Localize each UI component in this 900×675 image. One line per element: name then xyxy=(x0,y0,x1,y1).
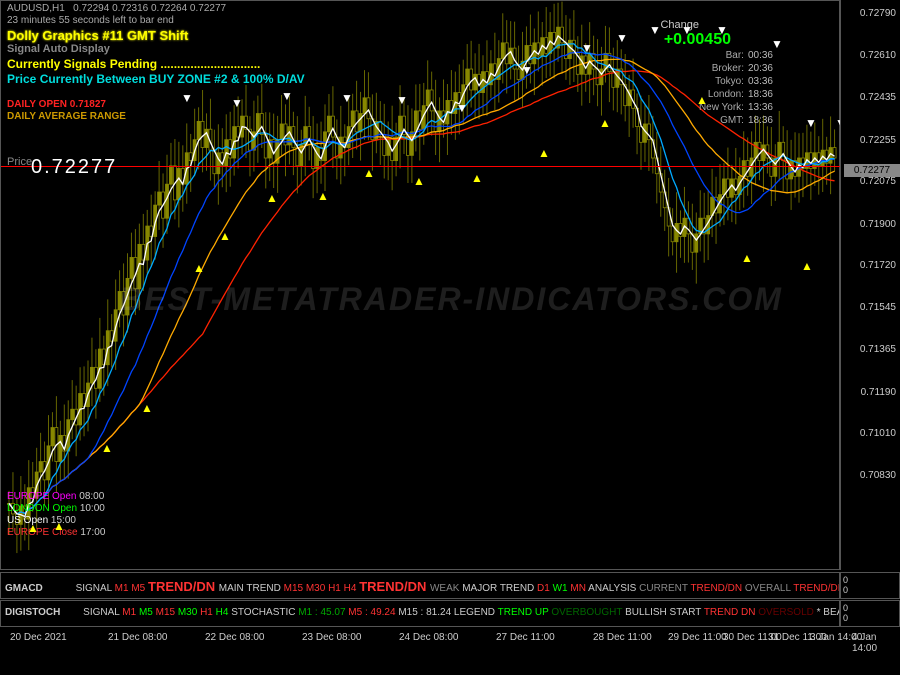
x-axis: 20 Dec 202121 Dec 08:0022 Dec 08:0023 De… xyxy=(0,628,900,648)
chart-main[interactable]: AUDUSD,H1 0.72294 0.72316 0.72264 0.7227… xyxy=(0,0,840,570)
signal-status-2: Price Currently Between BUY ZONE #2 & 10… xyxy=(7,72,305,86)
gmacd-scale: 00 xyxy=(840,572,900,599)
change-label: Change xyxy=(660,19,699,31)
price-label: Price xyxy=(7,156,32,168)
indicator-subtitle: Signal Auto Display xyxy=(7,43,110,55)
price-line xyxy=(1,166,841,167)
indicator-title: Dolly Graphics #11 GMT Shift xyxy=(7,28,188,43)
digistoch-panel: DIGISTOCH SIGNAL M1 M5 M15 M30 H1 H4 STO… xyxy=(0,600,840,627)
daily-avg-range: DAILY AVERAGE RANGE xyxy=(7,111,126,122)
symbol-ohlc: AUDUSD,H1 0.72294 0.72316 0.72264 0.7227… xyxy=(7,3,226,14)
current-price: 0.72277 xyxy=(31,156,117,179)
bar-remaining: 23 minutes 55 seconds left to bar end xyxy=(7,15,174,26)
daily-open: DAILY OPEN 0.71827 xyxy=(7,99,106,110)
watermark: BEST-METATRADER-INDICATORS.COM xyxy=(51,281,851,318)
gmacd-panel: GMACD SIGNAL M1 M5 TREND/DN MAIN TREND M… xyxy=(0,572,840,599)
y-axis: 0.727900.726100.724350.722550.720750.719… xyxy=(840,0,900,570)
world-clocks: Bar:00:36Broker:20:36Tokyo:03:36London:1… xyxy=(699,49,773,127)
signal-status-1: Currently Signals Pending ..............… xyxy=(7,57,260,71)
digistoch-scale: 00 xyxy=(840,600,900,627)
